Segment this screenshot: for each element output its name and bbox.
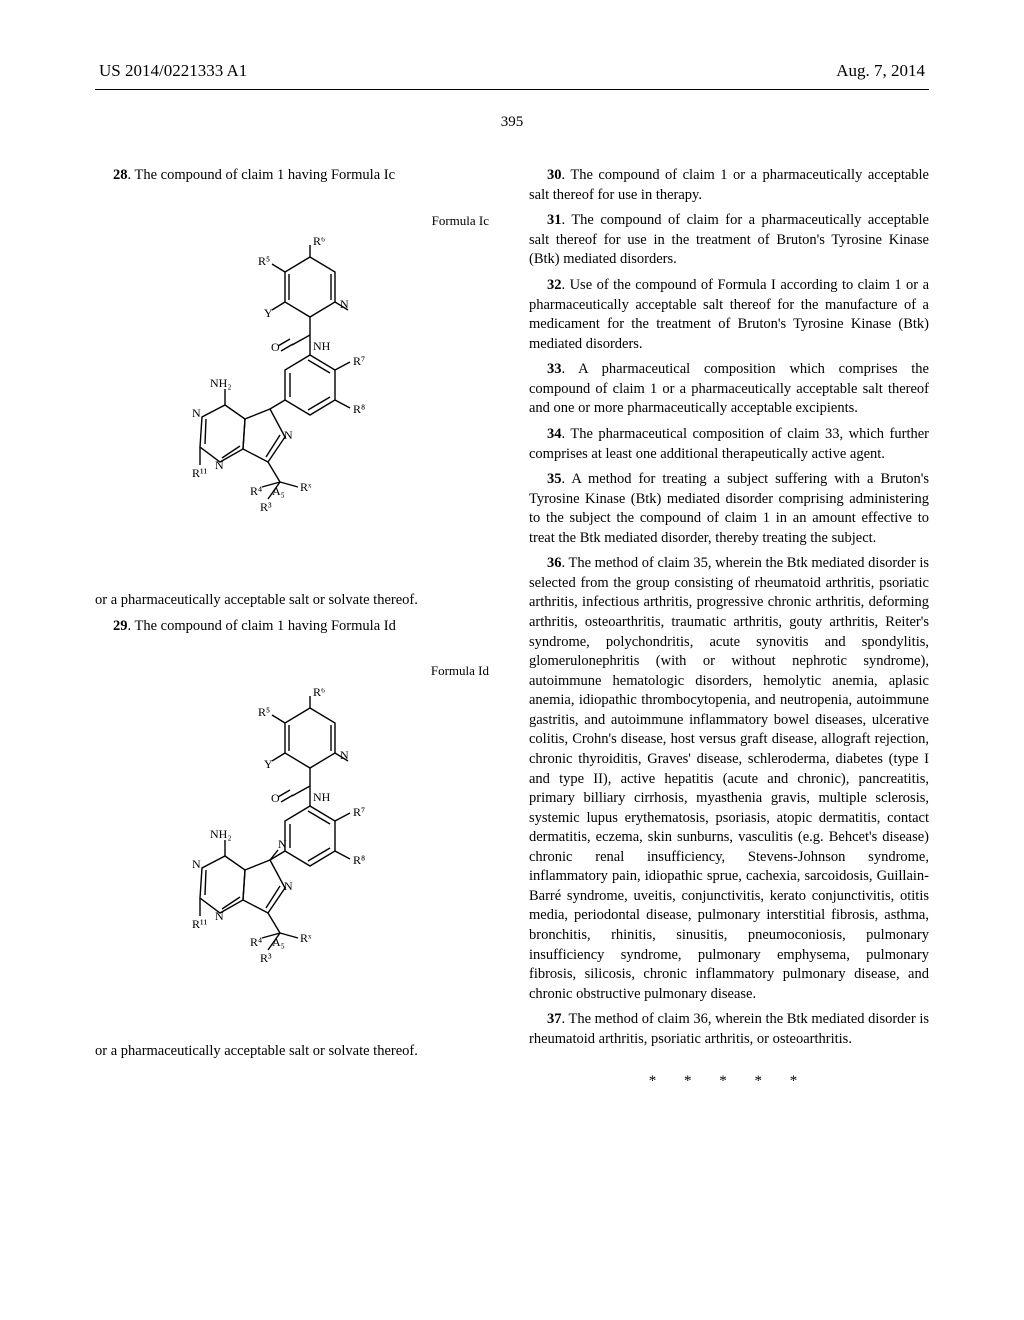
claim-33: 33. A pharmaceutical composition which c… [529, 360, 929, 419]
salt-line-1: or a pharmaceutically acceptable salt or… [95, 591, 495, 611]
svg-text:O: O [271, 340, 280, 354]
claim-text: . The compound of claim for a pharmaceut… [529, 212, 929, 267]
svg-text:A₅: A₅ [272, 484, 285, 498]
svg-text:Y: Y [264, 757, 273, 771]
claim-text: . A method for treating a subject suffer… [529, 471, 929, 546]
svg-text:R³: R³ [260, 951, 272, 965]
claim-36: 36. The method of claim 35, wherein the … [529, 554, 929, 1004]
claim-number: 34 [547, 426, 562, 442]
claim-29: 29. The compound of claim 1 having Formu… [95, 617, 495, 637]
svg-text:R⁷: R⁷ [353, 805, 365, 819]
svg-text:O: O [271, 791, 280, 805]
right-column: 30. The compound of claim 1 or a pharmac… [529, 166, 929, 1091]
formula-label-id: Formula Id [95, 662, 489, 680]
svg-text:N: N [215, 458, 224, 472]
svg-text:N: N [192, 406, 201, 420]
svg-text:R¹¹: R¹¹ [192, 466, 208, 480]
left-column: 28. The compound of claim 1 having Formu… [95, 166, 495, 1091]
svg-text:Y: Y [264, 306, 273, 320]
svg-text:R⁵: R⁵ [258, 254, 270, 268]
page-number: 395 [95, 112, 929, 132]
svg-text:A₅: A₅ [272, 935, 285, 949]
svg-text:N: N [192, 857, 201, 871]
claim-number: 28 [113, 167, 128, 183]
chemical-structure-id: R⁶ R⁵ Y N NH O R⁷ R⁸ NH₂ N N N N R¹¹ A₅ … [95, 688, 495, 1018]
two-column-layout: 28. The compound of claim 1 having Formu… [95, 166, 929, 1091]
svg-text:N: N [278, 837, 287, 851]
svg-text:NH: NH [313, 339, 331, 353]
svg-text:R⁴: R⁴ [250, 935, 262, 949]
chemical-structure-ic: R⁶ R⁵ Y N NH O R⁷ R⁸ NH₂ N N N R¹¹ A₅ Rˣ… [95, 237, 495, 567]
claim-30: 30. The compound of claim 1 or a pharmac… [529, 166, 929, 205]
claim-32: 32. Use of the compound of Formula I acc… [529, 276, 929, 354]
svg-text:Rˣ: Rˣ [300, 931, 312, 945]
claim-text: . The compound of claim 1 having Formula… [128, 618, 396, 634]
claim-text: . Use of the compound of Formula I accor… [529, 277, 929, 352]
header-rule [95, 89, 929, 90]
svg-text:N: N [284, 428, 293, 442]
claim-text: . The compound of claim 1 or a pharmaceu… [529, 167, 929, 203]
claim-text: . A pharmaceutical composition which com… [529, 361, 929, 416]
publication-date: Aug. 7, 2014 [836, 60, 925, 83]
svg-text:R⁴: R⁴ [250, 484, 262, 498]
claim-35: 35. A method for treating a subject suff… [529, 470, 929, 548]
claim-37: 37. The method of claim 36, wherein the … [529, 1010, 929, 1049]
svg-text:NH₂: NH₂ [210, 376, 232, 390]
claim-31: 31. The compound of claim for a pharmace… [529, 211, 929, 270]
svg-text:R⁶: R⁶ [313, 688, 325, 699]
svg-text:Rˣ: Rˣ [300, 480, 312, 494]
claim-text: . The pharmaceutical composition of clai… [529, 426, 929, 462]
publication-number: US 2014/0221333 A1 [99, 60, 247, 83]
claims-list: 30. The compound of claim 1 or a pharmac… [529, 166, 929, 1049]
svg-text:R¹¹: R¹¹ [192, 917, 208, 931]
svg-text:R⁸: R⁸ [353, 853, 365, 867]
claim-number: 33 [547, 361, 562, 377]
svg-text:N: N [340, 297, 349, 311]
claim-number: 29 [113, 618, 128, 634]
claim-text: . The method of claim 36, wherein the Bt… [529, 1011, 929, 1047]
claim-number: 32 [547, 277, 562, 293]
svg-text:R³: R³ [260, 500, 272, 514]
svg-text:R⁸: R⁸ [353, 402, 365, 416]
claim-28: 28. The compound of claim 1 having Formu… [95, 166, 495, 186]
svg-text:N: N [340, 748, 349, 762]
svg-text:NH: NH [313, 790, 331, 804]
claim-number: 30 [547, 167, 562, 183]
claim-number: 31 [547, 212, 562, 228]
claim-text: . The method of claim 35, wherein the Bt… [529, 555, 929, 1001]
claim-number: 36 [547, 555, 562, 571]
svg-text:R⁷: R⁷ [353, 354, 365, 368]
svg-text:R⁵: R⁵ [258, 705, 270, 719]
end-marks: * * * * * [529, 1071, 929, 1091]
claim-number: 35 [547, 471, 562, 487]
svg-text:NH₂: NH₂ [210, 827, 232, 841]
formula-label-ic: Formula Ic [95, 212, 489, 230]
claim-text: . The compound of claim 1 having Formula… [128, 167, 396, 183]
claim-number: 37 [547, 1011, 562, 1027]
svg-text:N: N [215, 909, 224, 923]
svg-text:N: N [284, 879, 293, 893]
claim-34: 34. The pharmaceutical composition of cl… [529, 425, 929, 464]
page-header: US 2014/0221333 A1 Aug. 7, 2014 [95, 60, 929, 83]
svg-text:R⁶: R⁶ [313, 237, 325, 248]
salt-line-2: or a pharmaceutically acceptable salt or… [95, 1042, 495, 1062]
